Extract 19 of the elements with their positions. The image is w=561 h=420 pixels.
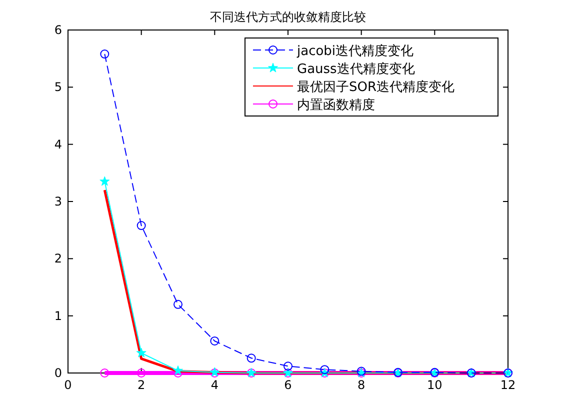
y-tick-label: 6 bbox=[54, 23, 62, 37]
y-tick-label: 5 bbox=[54, 80, 62, 94]
y-tick-label: 0 bbox=[54, 366, 62, 380]
x-tick-label: 12 bbox=[500, 378, 516, 392]
legend-label: 内置函数精度 bbox=[297, 97, 375, 113]
x-tick-label: 0 bbox=[64, 378, 72, 392]
x-tick-label: 6 bbox=[284, 378, 292, 392]
x-tick-label: 10 bbox=[427, 378, 442, 392]
y-tick-label: 1 bbox=[54, 308, 62, 323]
legend-label: Gauss迭代精度变化 bbox=[297, 61, 415, 77]
y-tick-label: 4 bbox=[54, 137, 62, 152]
y-tick-label: 2 bbox=[54, 252, 62, 266]
x-tick-label: 2 bbox=[138, 378, 146, 392]
chart-title: 不同迭代方式的收敛精度比较 bbox=[210, 10, 366, 24]
legend-label: 最优因子SOR迭代精度变化 bbox=[297, 79, 455, 95]
x-tick-label: 8 bbox=[358, 378, 366, 392]
legend-label: jacobi迭代精度变化 bbox=[296, 43, 414, 59]
x-tick-label: 4 bbox=[210, 378, 218, 392]
y-tick-label: 3 bbox=[54, 194, 62, 208]
